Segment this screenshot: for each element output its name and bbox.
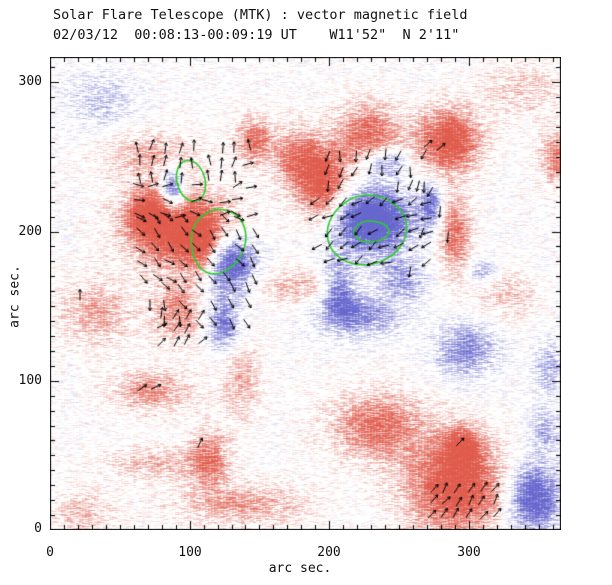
y-axis-tick-label-200: 200 (18, 224, 42, 239)
magnetogram-canvas (50, 57, 561, 530)
x-axis-tick-label-200: 200 (317, 545, 341, 560)
plot-title: Solar Flare Telescope (MTK) : vector mag… (53, 7, 468, 23)
y-axis-tick-label-0: 0 (34, 521, 42, 536)
x-axis-tick-label-300: 300 (457, 545, 481, 560)
y-axis-tick-label-300: 300 (18, 74, 42, 89)
x-axis-label: arc sec. (268, 561, 332, 576)
plot-subtitle: 02/03/12 00:08:13-00:09:19 UT W11'52" N … (53, 27, 460, 43)
x-axis-tick-label-100: 100 (178, 545, 202, 560)
y-axis-tick-label-100: 100 (18, 373, 42, 388)
y-axis-label: arc sec. (7, 265, 23, 328)
x-axis-tick-label-0: 0 (46, 545, 54, 560)
